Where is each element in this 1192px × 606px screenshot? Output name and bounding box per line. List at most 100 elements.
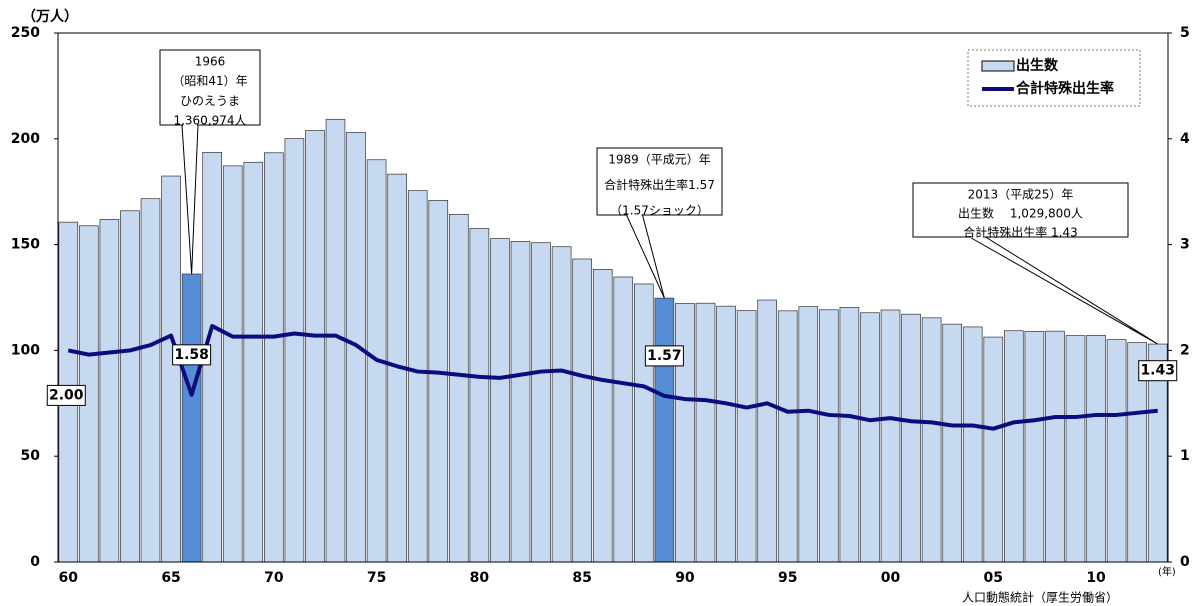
bar [921,317,942,563]
annotation-text: 合計特殊出生率1.57 [604,177,715,192]
callout-box [912,182,1129,238]
y-unit: （万人） [22,8,78,25]
value-label: 1.43 [1140,363,1175,379]
bar [428,200,449,563]
annotation-text: （昭和41）年 [172,74,247,88]
bar [1106,339,1127,563]
bar [901,313,921,563]
x-tick-label: 80 [470,570,490,586]
value-label-box [1138,360,1178,382]
line [67,324,1158,431]
bar [449,213,469,563]
x-tick-label: 85 [572,570,591,586]
bar [140,198,161,563]
bar [962,326,983,563]
annotation-text: 1,360,974人 [173,114,246,128]
bar [983,336,1004,563]
bar [284,138,305,563]
y2-tick-label: 0 [1180,554,1190,570]
value-label: 2.00 [49,387,84,403]
y2-tick-label: 1 [1180,448,1190,464]
bar [1004,330,1024,563]
bar [634,283,654,563]
bar [305,130,325,563]
y-tick-label: 100 [11,342,40,358]
annotation-text: 合計特殊出生率 1.43 [963,225,1078,240]
bar [1024,331,1045,563]
annotation-text: 2013（平成25）年 [968,188,1074,202]
bar [469,227,490,563]
value-label: 1.58 [174,347,209,363]
callout-box [159,49,261,126]
legend-swatch [981,60,1015,72]
value-label: 1.57 [647,348,682,364]
x-tick-label: 65 [161,570,180,586]
x-tick-label: 75 [367,570,386,586]
bar [654,297,675,563]
callout [967,236,1158,345]
y2-tick-label: 5 [1180,25,1190,41]
x-tick-label: 95 [778,570,797,586]
annotation-text: 出生数 1,029,800人 [958,206,1083,221]
bar [880,309,901,563]
bar [510,241,531,563]
y2-tick-label: 3 [1180,237,1190,253]
callout-box [596,147,723,216]
callout-join [970,236,985,238]
y-tick-label: 250 [11,25,40,41]
bar [243,161,264,563]
callout [181,124,199,275]
y-tick-label: 200 [11,131,40,147]
legend-box [967,49,1141,107]
bar [222,165,243,563]
y-tick-label: 150 [11,237,40,253]
bar [675,303,695,563]
annotation-text: ひのえうま [180,94,240,108]
y-tick-label: 50 [21,448,41,464]
x-tick-label: 00 [881,570,901,586]
bar [1045,330,1065,563]
source: 人口動態統計（厚生労働省） [962,590,1118,605]
legend-label: 合計特殊出生率 [1016,80,1114,97]
value-label-box [644,345,684,367]
bar [181,273,202,563]
callout-join [183,124,197,126]
x-tick-label: 60 [59,570,79,586]
x-tick-label: 10 [1086,570,1106,586]
bar [572,258,592,563]
bar [942,323,962,563]
bar [161,175,181,563]
bar [819,309,839,563]
callout-join [627,214,642,216]
y2-tick-label: 4 [1180,131,1190,147]
value-label-box [46,384,86,406]
x-tick-label: 05 [984,570,1003,586]
annotation-text: 1989（平成元）年 [608,153,711,167]
bar [757,299,777,563]
bar [551,246,572,563]
bar [798,306,819,563]
bar [736,310,757,563]
legend-label: 出生数 [1016,57,1059,74]
bar [860,312,880,563]
y2-tick-label: 2 [1180,342,1190,358]
annotation-text: 1966 [195,55,226,69]
bar [777,310,798,563]
plot-frame [57,32,1169,563]
value-label-box [172,344,212,366]
bar [407,190,428,563]
x-tick-label: 90 [675,570,695,586]
bar [1065,335,1086,563]
bar [695,302,716,563]
bar [120,210,140,563]
bar [716,305,736,563]
bar [1086,335,1106,563]
x-tick-label: 70 [264,570,284,586]
bar [490,238,510,563]
bar [839,307,860,563]
bar [264,152,284,563]
bar [531,242,551,563]
bar [99,219,120,563]
